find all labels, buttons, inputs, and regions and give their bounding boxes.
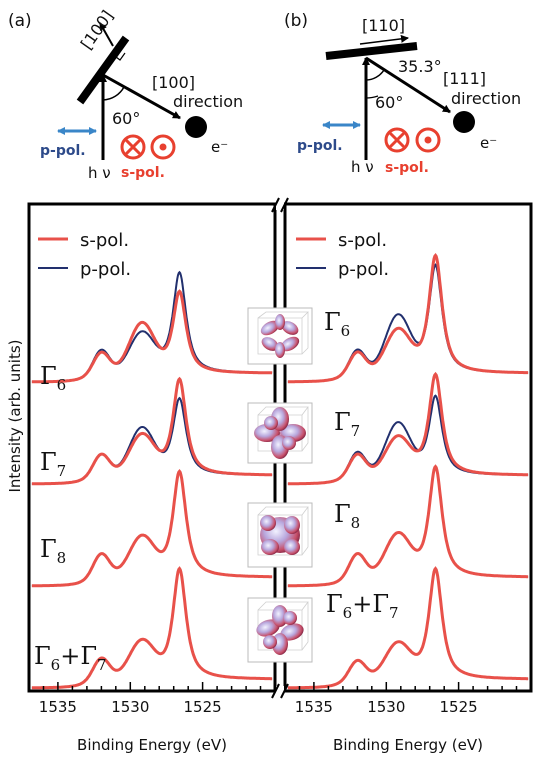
- angle-label-a: 60°: [112, 109, 140, 128]
- curve-b-0-s-pol: [287, 252, 529, 384]
- spol-label-a: s-pol.: [121, 165, 165, 181]
- legend-p-label-a: p-pol.: [80, 259, 131, 280]
- panel-b-label: (b): [284, 11, 308, 31]
- curve-b-2-s-pol: [287, 464, 529, 588]
- curve-a-1-s-pol: [31, 376, 273, 486]
- surface-direction-arrow-b: [359, 34, 409, 45]
- hv-label-b: h ν: [351, 158, 374, 176]
- orbital-images: [247, 307, 313, 663]
- angle-arc-b2: [365, 95, 379, 99]
- x-tick-label-a-1525: 1525: [184, 698, 222, 716]
- ppol-label-b: p-pol.: [297, 138, 343, 154]
- curve-a-2-p-pol: [31, 469, 273, 587]
- gamma-label-b-0: Γ6: [324, 308, 350, 340]
- spol-label-b: s-pol.: [385, 160, 429, 176]
- ppol-label-a: p-pol.: [40, 143, 86, 159]
- orbital-gamma8: [247, 502, 313, 568]
- right-angle-mark-a: [111, 52, 126, 61]
- orbital-gamma7: [247, 402, 313, 464]
- geometry-panel-a: (a) [100] 60° [100] direction e⁻ p-pol. …: [8, 7, 243, 182]
- direction-label-a: [100]: [152, 73, 195, 92]
- emission-arrow-b: [365, 56, 451, 114]
- curves-panel-a: [31, 270, 273, 690]
- plot-border-b: [283, 202, 533, 693]
- gamma-labels-b: Γ6 Γ7 Γ8 Γ6+Γ7: [324, 308, 399, 622]
- plot-border-a: [27, 202, 277, 693]
- emission-arrow-a: [102, 73, 181, 120]
- geometry-panel-b: (b) [110] 35.3° 60° [111] direction e⁻ p…: [284, 11, 521, 176]
- sample-surface-b: [325, 42, 418, 60]
- legend-a: s-pol. p-pol.: [38, 230, 131, 280]
- hv-label-a: h ν: [88, 164, 111, 182]
- x-tick-label-a-1535: 1535: [39, 698, 77, 716]
- gamma-label-b-3: Γ6+Γ7: [326, 590, 399, 622]
- angle-arc-a: [102, 86, 125, 101]
- legend-b: s-pol. p-pol.: [296, 230, 389, 280]
- x-tick-label-b-1535: 1535: [295, 698, 333, 716]
- x-axis-title-a: Binding Energy (eV): [77, 736, 227, 754]
- electron-dot-b: [453, 111, 475, 133]
- direction-word-b: direction: [451, 89, 521, 108]
- gamma-label-a-2: Γ8: [40, 535, 66, 567]
- x-tick-label-a-1530: 1530: [111, 698, 149, 716]
- x-tick-label-b-1530: 1530: [367, 698, 405, 716]
- gamma-labels-a: Γ6 Γ7 Γ8 Γ6+Γ7: [34, 362, 107, 674]
- curve-b-2-p-pol: [287, 465, 529, 587]
- curve-a-0-s-pol: [31, 289, 273, 384]
- axis-break-top: [271, 197, 289, 213]
- electron-label-a: e⁻: [211, 138, 228, 156]
- gamma-label-b-2: Γ8: [334, 500, 360, 532]
- orbital-gamma6: [247, 307, 313, 365]
- curve-b-1-s-pol: [287, 371, 529, 486]
- legend-s-label-b: s-pol.: [338, 230, 387, 251]
- angle-label-b: 60°: [375, 93, 403, 112]
- plot-frame-b: [283, 202, 533, 693]
- x-axis-title-b: Binding Energy (eV): [333, 736, 483, 754]
- legend-p-label-b: p-pol.: [338, 259, 389, 280]
- panel-a-label: (a): [8, 11, 32, 31]
- x-tick-label-b-1525: 1525: [440, 698, 478, 716]
- x-ticks-b: 1535 1530 1525: [284, 682, 532, 716]
- curve-b-3-p-pol: [287, 566, 529, 689]
- gamma-label-b-1: Γ7: [334, 408, 360, 440]
- spol-symbols-b: [384, 127, 441, 153]
- gamma-label-a-0: Γ6: [40, 362, 66, 394]
- gamma-label-a-1: Γ7: [40, 448, 66, 480]
- plot-frame-a: [27, 202, 277, 693]
- surface-normal-arrow-a: [99, 22, 114, 47]
- direction-label-b: [111]: [443, 69, 486, 88]
- legend-s-label-a: s-pol.: [80, 230, 129, 251]
- direction-word-a: direction: [173, 92, 243, 111]
- surface-label-a: [100]: [77, 7, 117, 53]
- angle2-label-b: 35.3°: [398, 57, 442, 76]
- spol-symbols-a: [120, 134, 176, 160]
- electron-dot-a: [185, 116, 207, 138]
- curve-b-3-s-pol: [287, 566, 529, 690]
- electron-label-b: e⁻: [480, 134, 497, 152]
- angle-arc-b1: [365, 69, 385, 81]
- surface-label-b: [110]: [362, 16, 405, 35]
- curve-a-2-s-pol: [31, 469, 273, 588]
- sample-surface-a: [76, 35, 130, 105]
- curve-a-0-p-pol: [31, 270, 273, 383]
- orbital-gamma6-7: [247, 597, 313, 663]
- y-axis-title: Intensity (arb. units): [6, 339, 24, 492]
- x-ticks-a: 1535 1530 1525: [28, 682, 276, 716]
- gamma-label-a-3: Γ6+Γ7: [34, 642, 107, 674]
- curve-b-1-p-pol: [287, 394, 529, 485]
